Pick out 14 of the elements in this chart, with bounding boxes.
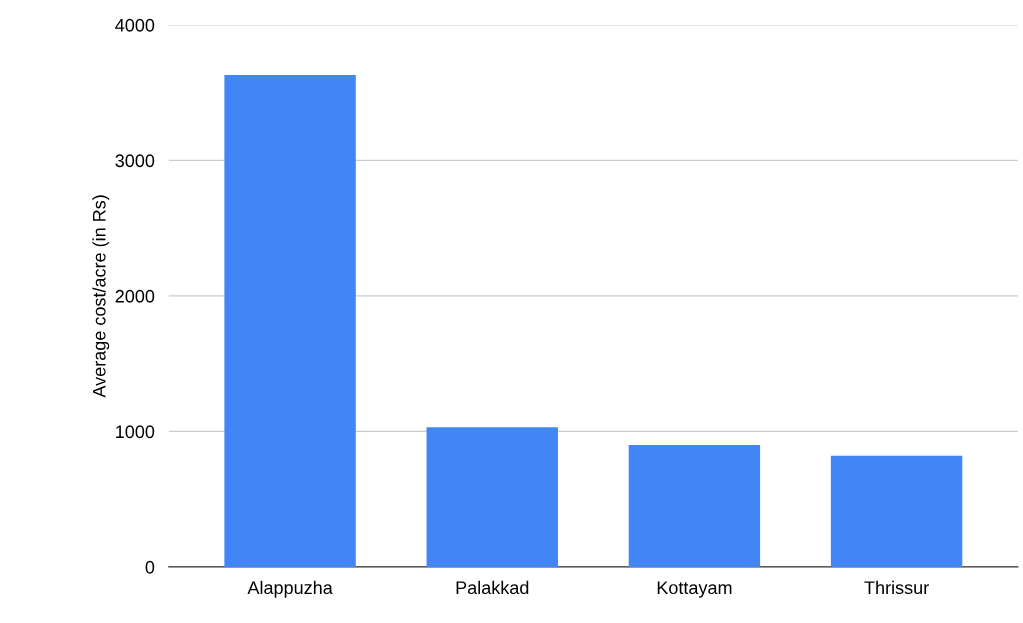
y-tick-label: 3000 [115, 154, 155, 168]
y-tick-label: 4000 [115, 18, 155, 32]
y-tick-label: 2000 [115, 289, 155, 303]
x-tick-label: Kottayam [657, 581, 732, 598]
bar [224, 75, 356, 567]
x-tick-label: Thrissur [864, 580, 929, 595]
x-tick-label: Alappuzha [247, 580, 333, 598]
y-tick-label: 0 [145, 560, 155, 574]
bar [426, 427, 558, 567]
x-tick-label: Palakkad [456, 580, 529, 595]
bar [830, 455, 963, 567]
y-axis-title: Average cost/acre (in Rs) [92, 195, 110, 398]
y-tick-label: 1000 [116, 425, 155, 439]
bar [628, 444, 761, 567]
